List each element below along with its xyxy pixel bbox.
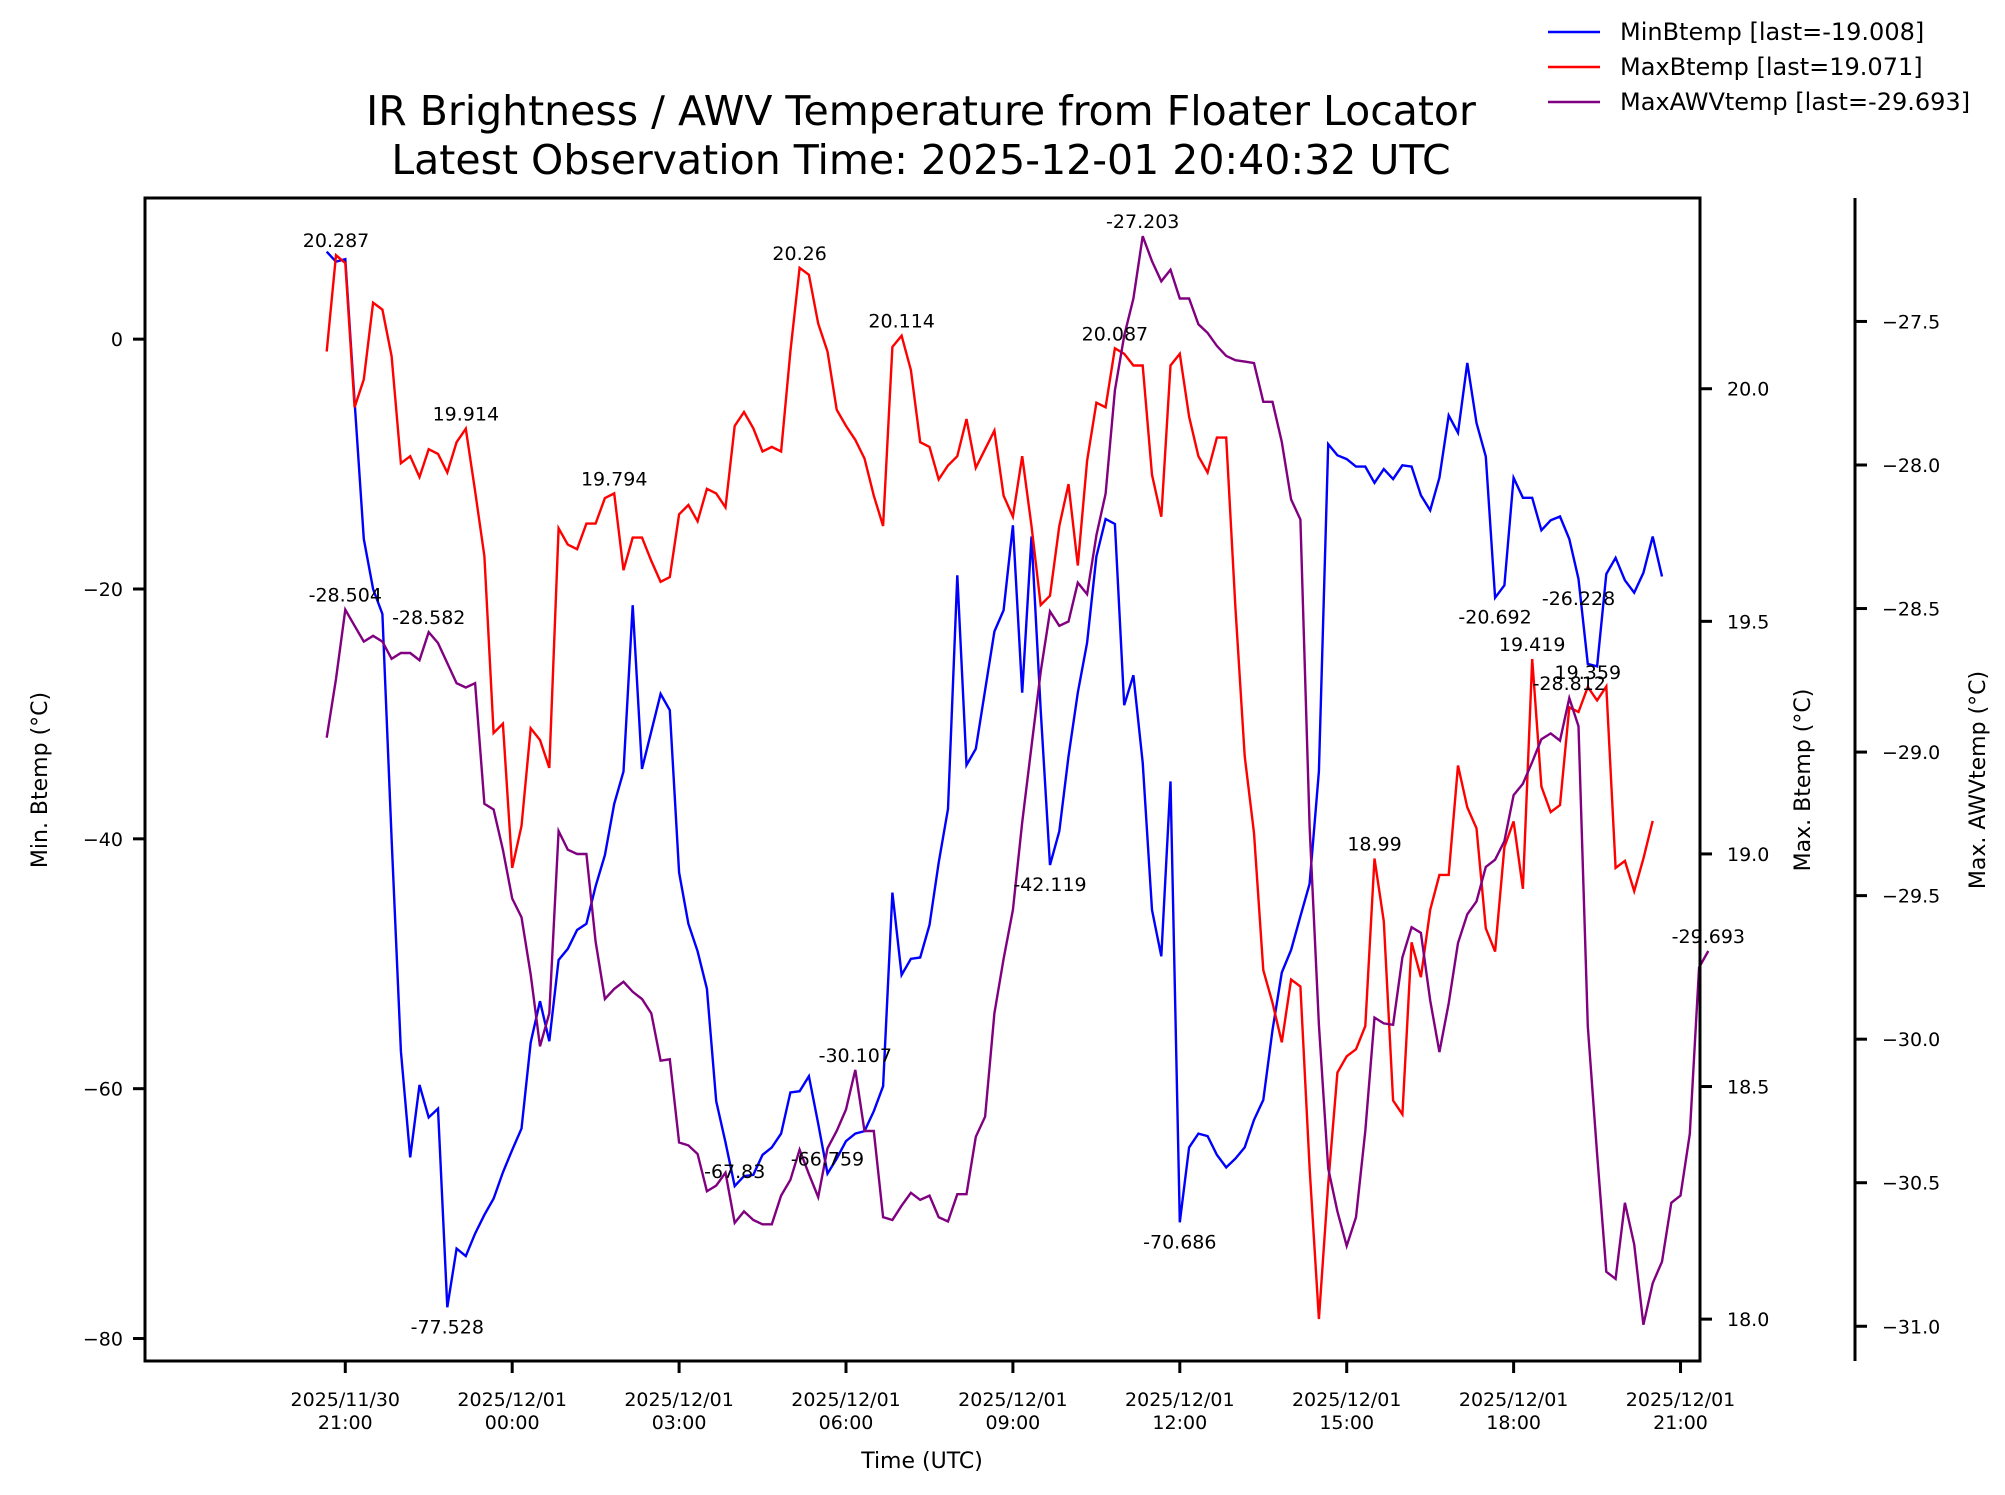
x-tick-label: 2025/12/01: [791, 1389, 901, 1411]
x-tick-label: 12:00: [1152, 1412, 1207, 1434]
x-tick-label: 2025/12/01: [1292, 1389, 1402, 1411]
y-right1-tick-label: 19.5: [1727, 611, 1769, 633]
y-axis-right-maxawvtemp: −27.5 −28.0 −28.5 −29.0 −29.5 −30.0 −30.5 −31.0: [1855, 311, 1940, 1338]
y-right2-tick-label: −30.0: [1882, 1029, 1940, 1051]
y-right2-tick-label: −30.5: [1882, 1173, 1940, 1195]
y-axis-right1-label: Max. Btemp (°C): [1791, 689, 1816, 872]
y-left-tick-label: −80: [83, 1329, 123, 1351]
x-tick-label: 18:00: [1486, 1412, 1541, 1434]
data-label: -27.203: [1106, 211, 1179, 233]
y-axis-left-label: Min. Btemp (°C): [28, 692, 53, 868]
y-right1-tick-label: 18.5: [1727, 1077, 1769, 1099]
y-axis-left: 0 −20 −40 −60 −80: [83, 329, 145, 1351]
x-tick-label: 03:00: [652, 1412, 707, 1434]
legend: MinBtemp [last=-19.008] MaxBtemp [last=19…: [1548, 18, 1970, 116]
x-tick-label: 2025/12/01: [1125, 1389, 1235, 1411]
x-tick-label: 2025/12/01: [958, 1389, 1068, 1411]
x-axis-label: Time (UTC): [860, 1449, 983, 1474]
chart-title: IR Brightness / AWV Temperature from Flo…: [366, 87, 1476, 135]
annotations: 20.287 19.914 19.794 20.26 20.114 20.087 18.99…: [303, 211, 1745, 1338]
series-layer: [325, 235, 1710, 1326]
series-line-maxbtemp: [325, 252, 1654, 1320]
x-tick-label: 00:00: [485, 1412, 540, 1434]
x-tick-label: 2025/12/01: [457, 1389, 567, 1411]
data-label: 18.99: [1347, 834, 1401, 856]
series-line-maxawvtemp: [325, 235, 1710, 1326]
y-left-tick-label: −60: [83, 1079, 123, 1101]
y-right2-tick-label: −31.0: [1882, 1316, 1940, 1338]
data-label: 19.794: [581, 468, 647, 490]
y-left-tick-label: −20: [83, 579, 123, 601]
data-label: -67.83: [704, 1161, 765, 1183]
legend-item-label: MinBtemp [last=-19.008]: [1620, 18, 1924, 46]
x-tick-label: 15:00: [1319, 1412, 1374, 1434]
y-right1-tick-label: 19.0: [1727, 844, 1769, 866]
y-right2-tick-label: −29.5: [1882, 886, 1940, 908]
data-label: 19.914: [433, 404, 499, 426]
y-right2-tick-label: −27.5: [1882, 311, 1940, 333]
data-label: -42.119: [1013, 874, 1086, 896]
data-label: -28.582: [392, 607, 465, 629]
y-right1-tick-label: 18.0: [1727, 1309, 1769, 1331]
legend-item-label: MaxBtemp [last=19.071]: [1620, 53, 1923, 81]
data-label: -28.812: [1533, 673, 1606, 695]
plot-frame: [143, 196, 1702, 1363]
data-label: 20.087: [1082, 323, 1148, 345]
data-label: -28.504: [309, 585, 382, 607]
data-label: -30.107: [819, 1045, 892, 1067]
y-right2-tick-label: −28.0: [1882, 455, 1940, 477]
data-label: 20.114: [868, 311, 934, 333]
legend-item-label: MaxAWVtemp [last=-29.693]: [1620, 88, 1970, 116]
y-axis-right-maxbtemp: 20.0 19.5 19.0 18.5 18.0: [1700, 379, 1769, 1331]
data-label: 19.419: [1499, 634, 1565, 656]
data-label: -26.228: [1542, 588, 1615, 610]
x-tick-label: 06:00: [819, 1412, 874, 1434]
data-label: -29.693: [1672, 926, 1745, 948]
data-label: -20.692: [1458, 607, 1531, 629]
y-right2-tick-label: −28.5: [1882, 599, 1940, 621]
chart-subtitle: Latest Observation Time: 2025-12-01 20:4…: [391, 136, 1450, 184]
x-tick-label: 2025/12/01: [624, 1389, 734, 1411]
y-left-tick-label: 0: [111, 329, 123, 351]
data-label: -77.528: [411, 1316, 484, 1338]
series-line-minbtemp: [325, 250, 1664, 1308]
data-label: 19.359: [1555, 662, 1621, 684]
y-axis-right2-label: Max. AWVtemp (°C): [1966, 671, 1991, 889]
x-tick-label: 2025/12/01: [1459, 1389, 1569, 1411]
y-right2-tick-label: −29.0: [1882, 742, 1940, 764]
y-right1-tick-label: 20.0: [1727, 379, 1769, 401]
x-axis: 2025/11/3021:002025/12/0100:002025/12/01…: [291, 1361, 1736, 1434]
x-tick-label: 21:00: [318, 1412, 373, 1434]
x-tick-label: 2025/12/01: [1626, 1389, 1736, 1411]
x-tick-label: 2025/11/30: [291, 1389, 401, 1411]
data-label: 20.287: [303, 230, 369, 252]
data-label: -66.759: [791, 1149, 864, 1171]
y-left-tick-label: −40: [83, 829, 123, 851]
x-tick-label: 21:00: [1653, 1412, 1708, 1434]
x-tick-label: 09:00: [986, 1412, 1041, 1434]
data-label: -70.686: [1143, 1231, 1216, 1253]
data-label: 20.26: [772, 243, 826, 265]
